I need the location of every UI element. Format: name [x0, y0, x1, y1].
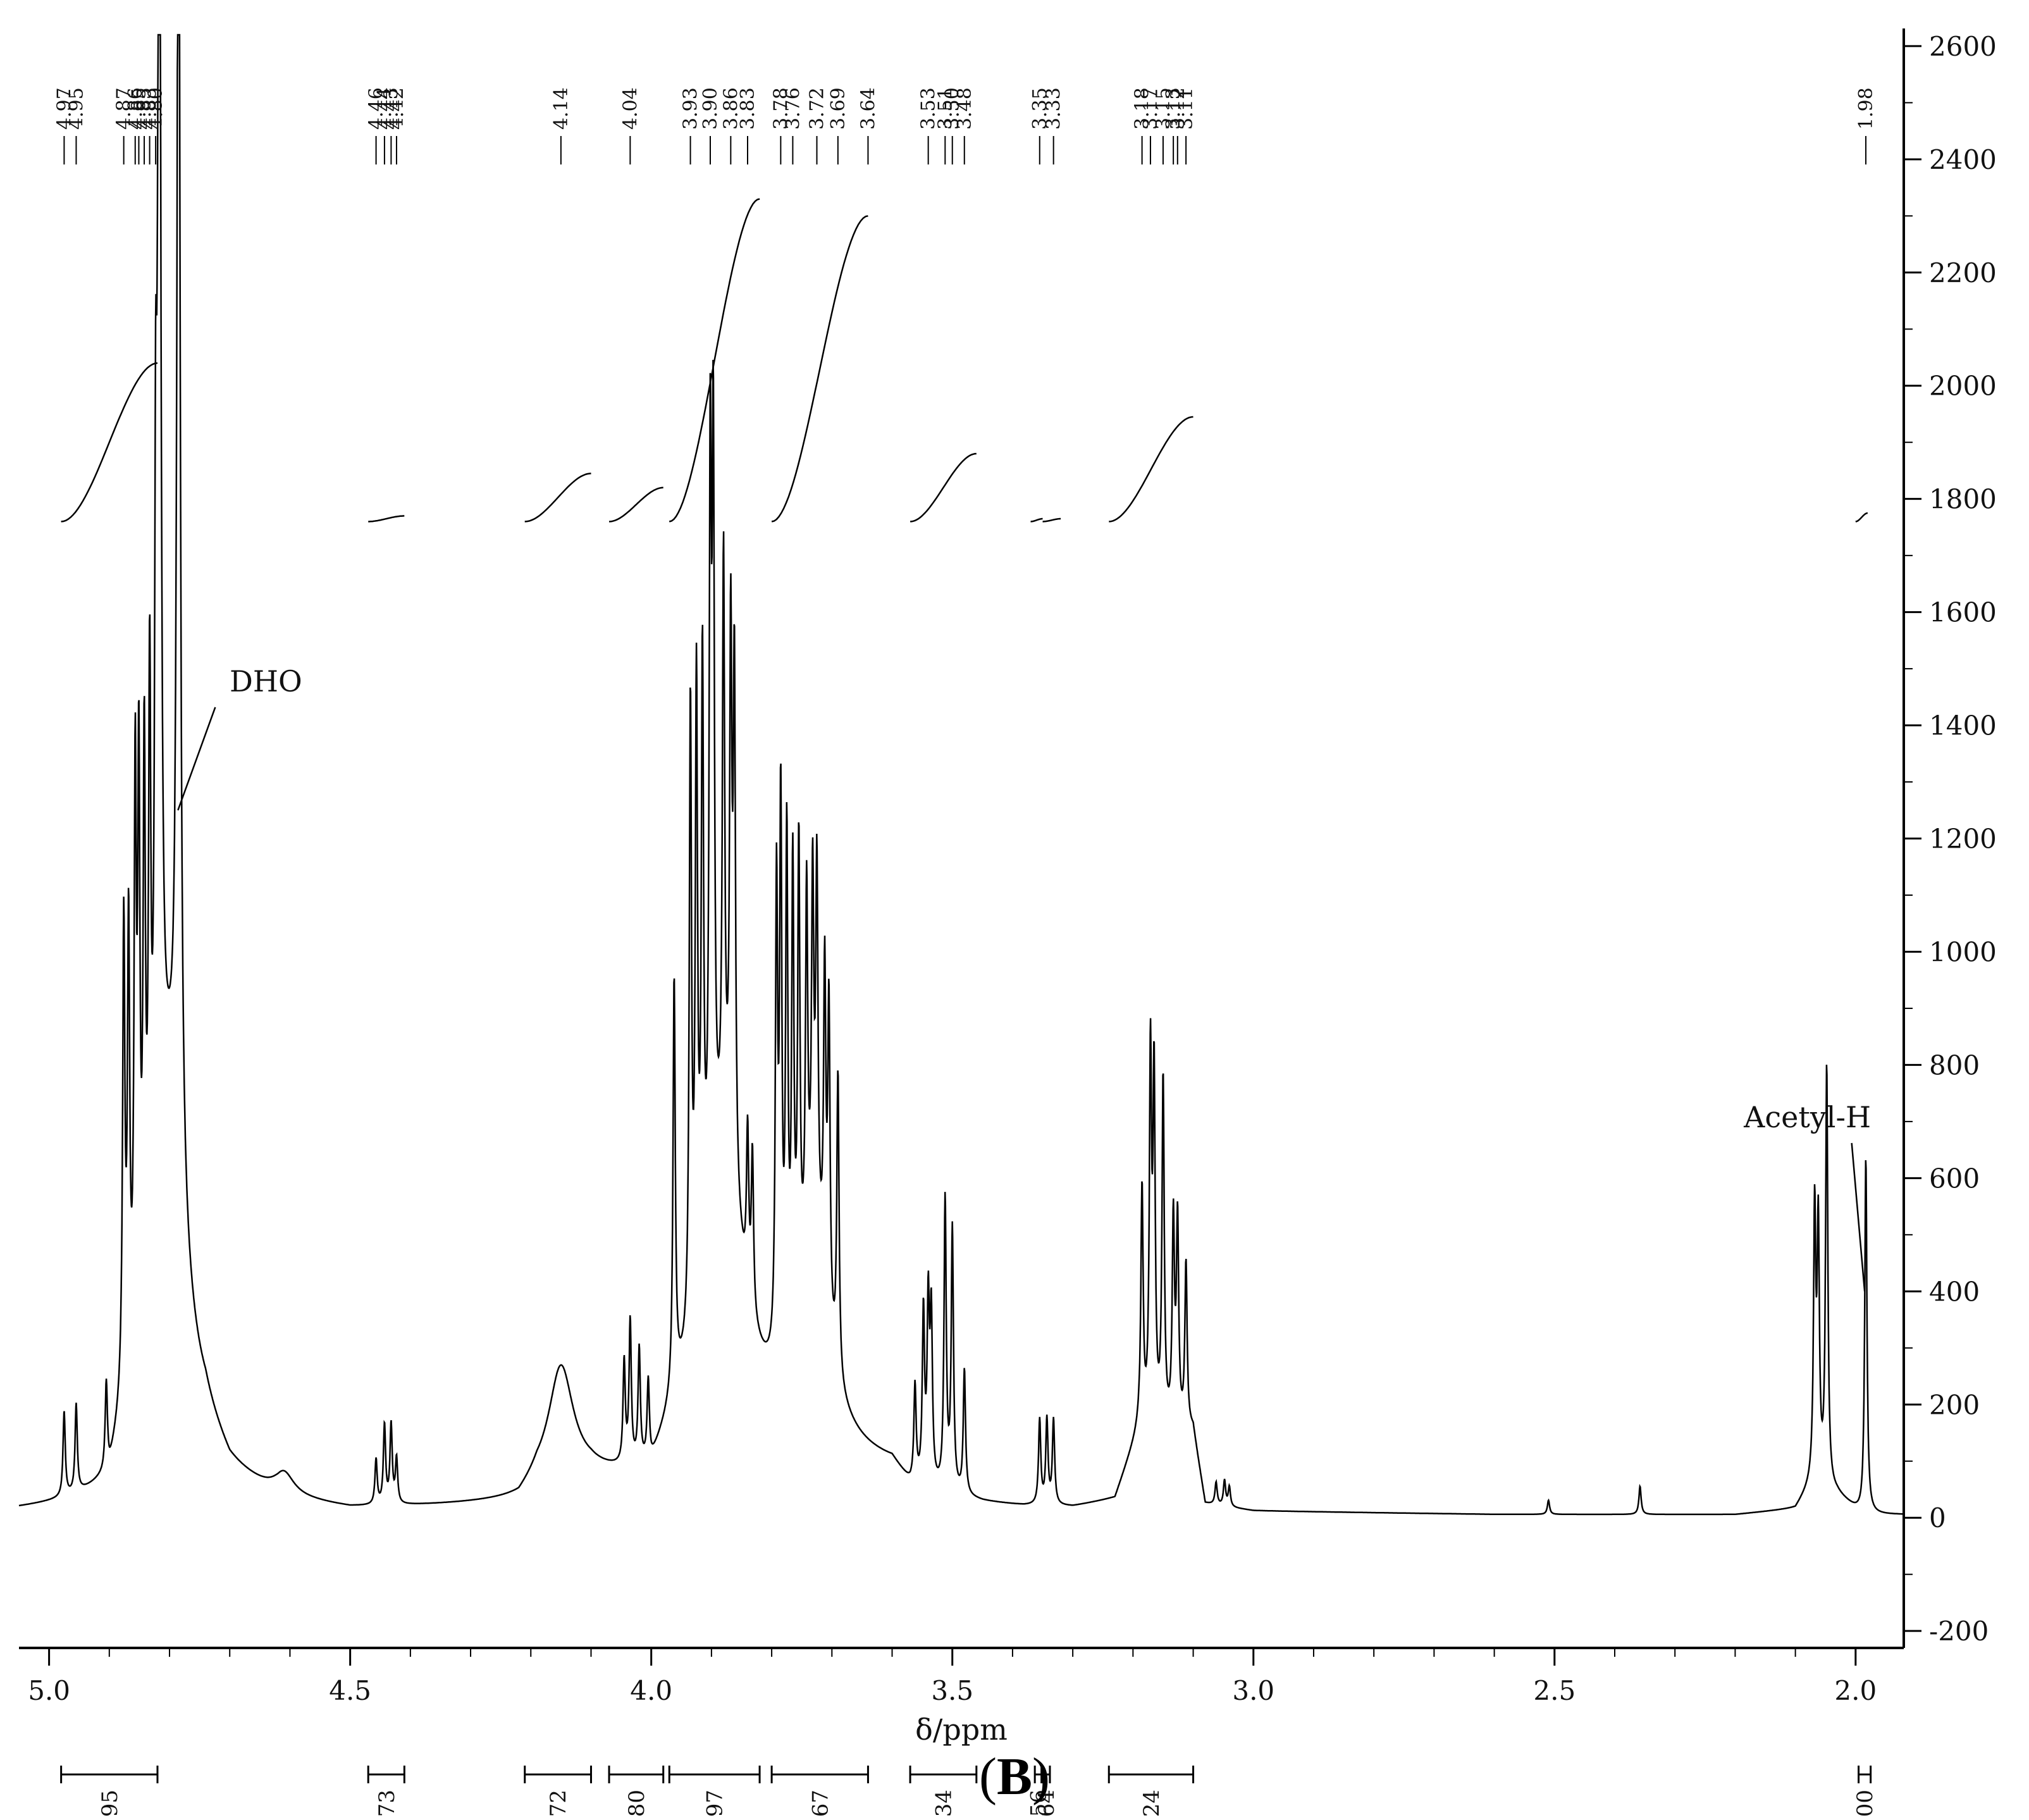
y-tick-label: 1800 — [1929, 484, 1997, 515]
integral-value: 4.80 — [624, 1790, 650, 1817]
x-tick-label: 2.5 — [1533, 1675, 1576, 1706]
y-tick-label: 600 — [1929, 1163, 1980, 1194]
y-tick-label: 1000 — [1929, 936, 1997, 967]
y-tick-label: -200 — [1929, 1616, 1989, 1647]
integral-value: 43.97 — [703, 1790, 728, 1817]
peak-label: 1.98 — [1855, 87, 1877, 130]
x-tick-label: 3.0 — [1232, 1675, 1274, 1706]
peak-label: 4.80 — [145, 87, 167, 130]
peak-label: 3.86 — [720, 87, 742, 130]
peak-label: 3.18 — [1132, 87, 1154, 130]
peak-label: 4.44 — [374, 87, 396, 130]
integral-curve — [1042, 517, 1061, 523]
integral-curve — [61, 362, 158, 523]
peak-label: 3.90 — [700, 87, 722, 130]
peak-label: 4.43 — [380, 87, 402, 130]
y-tick-label: 2200 — [1929, 257, 1997, 288]
y-tick-label: 2600 — [1929, 31, 1997, 62]
peak-label: 3.33 — [1043, 87, 1065, 130]
peak-label: 3.11 — [1175, 87, 1197, 130]
integral-value: 41.67 — [808, 1790, 833, 1817]
integral-value: 9.34 — [931, 1790, 956, 1817]
peak-label: 4.85 — [128, 87, 150, 130]
peak-label: 3.76 — [782, 87, 804, 130]
acetyl-h-label: Acetyl-H — [1743, 1100, 1871, 1134]
integral-curve — [524, 473, 591, 523]
x-tick-label: 2.0 — [1834, 1675, 1877, 1706]
peak-label: 3.51 — [934, 87, 956, 130]
peak-label: 3.50 — [942, 87, 964, 130]
peak-label: 3.17 — [1140, 87, 1162, 130]
y-tick-label: 0 — [1929, 1502, 1946, 1533]
integral-curve — [608, 486, 663, 523]
integral-value: 0.64 — [1034, 1790, 1059, 1817]
x-axis-label: δ/ppm — [915, 1712, 1008, 1747]
peak-label: 4.85 — [133, 87, 156, 130]
integral-value: 21.95 — [97, 1790, 123, 1817]
peak-label: 3.93 — [680, 87, 702, 130]
integral-curve — [771, 215, 868, 523]
y-tick-label: 800 — [1929, 1049, 1980, 1080]
peak-label: 4.97 — [53, 87, 75, 130]
x-tick-label: 4.0 — [630, 1675, 672, 1706]
integral-value: 0.56 — [1026, 1790, 1051, 1817]
acetyl-h-pointer — [1851, 1142, 1866, 1292]
peak-label: 4.83 — [139, 87, 161, 130]
peak-label: 4.42 — [386, 87, 408, 130]
y-tick-label: 1600 — [1929, 597, 1997, 628]
peak-label: 4.46 — [366, 87, 388, 130]
peak-label: 3.12 — [1167, 87, 1189, 130]
peak-label: 3.53 — [918, 87, 940, 130]
peak-label: 4.04 — [619, 87, 641, 130]
integral-value: 0.73 — [374, 1790, 400, 1817]
panel-label-letter: B — [996, 1747, 1033, 1806]
peak-label: 3.48 — [954, 87, 976, 130]
integral-value: 6.72 — [546, 1790, 571, 1817]
peak-label: 3.83 — [737, 87, 759, 130]
integral-value: 14.24 — [1139, 1790, 1164, 1817]
y-tick-label: 1200 — [1929, 824, 1997, 855]
peak-label: 3.78 — [770, 87, 792, 130]
dho-pointer — [177, 707, 216, 811]
peak-label: 4.86 — [125, 87, 147, 130]
y-tick-label: 2000 — [1929, 371, 1997, 402]
x-tick-label: 4.5 — [329, 1675, 371, 1706]
integral-curve — [669, 198, 760, 523]
x-tick-label: 3.5 — [931, 1675, 973, 1706]
spectrum-line — [18, 34, 1904, 1516]
y-tick-label: 200 — [1929, 1389, 1980, 1420]
integral-curve — [1030, 517, 1043, 523]
panel-label: (B) — [979, 1747, 1050, 1806]
peak-label: 3.69 — [827, 87, 849, 130]
peak-label: 3.72 — [806, 87, 829, 130]
integral-curve — [910, 452, 977, 523]
peak-label: 4.87 — [113, 87, 135, 130]
peak-label: 4.14 — [550, 87, 572, 130]
x-tick-label: 5.0 — [28, 1675, 70, 1706]
peak-label: 3.35 — [1029, 87, 1051, 130]
peak-label: 3.13 — [1163, 87, 1185, 130]
integral-curve — [368, 515, 405, 523]
integral-curve — [1855, 512, 1868, 523]
y-tick-label: 400 — [1929, 1276, 1980, 1307]
dho-label: DHO — [230, 664, 302, 698]
peak-label: 3.15 — [1152, 87, 1175, 130]
y-tick-label: 1400 — [1929, 710, 1997, 741]
y-tick-label: 2400 — [1929, 144, 1997, 175]
integral-value: 1.00 — [1853, 1790, 1878, 1817]
peak-label: 3.64 — [857, 87, 879, 130]
peak-label: 4.95 — [65, 87, 87, 130]
integral-curve — [1109, 416, 1193, 523]
